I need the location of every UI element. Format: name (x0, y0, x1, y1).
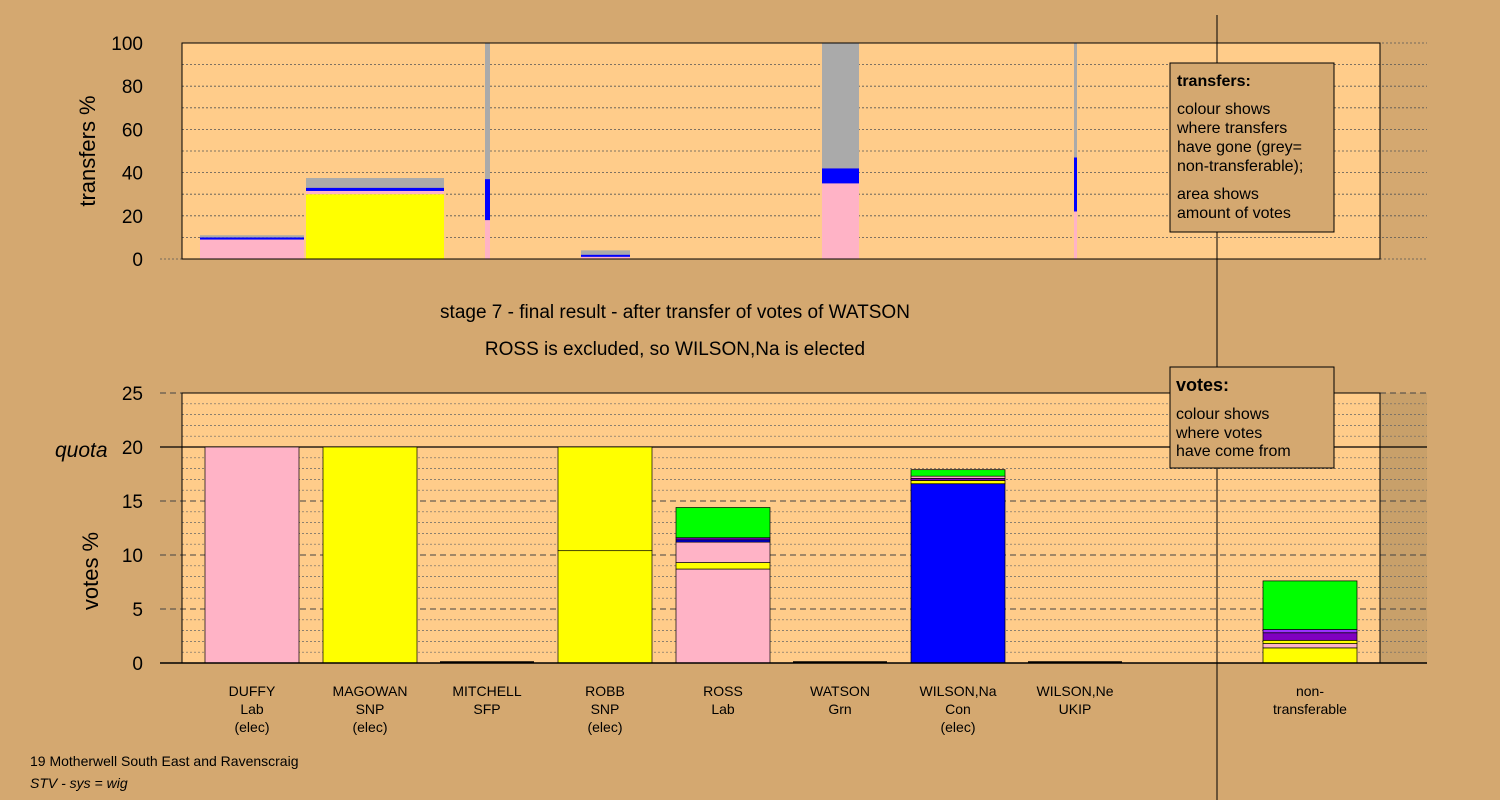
transfer-segment (485, 179, 490, 221)
transfers-y-tick-label: 20 (122, 207, 143, 228)
transfers-legend-line: area shows (1177, 186, 1259, 203)
candidate-label: Con (945, 701, 971, 717)
candidate-label: (elec) (234, 719, 269, 735)
transfers-legend-line: where transfers (1176, 120, 1287, 137)
candidate-label: DUFFY (229, 683, 276, 699)
candidate-label: WATSON (810, 683, 870, 699)
transfers-legend-title: transfers: (1177, 73, 1251, 90)
candidate-label: UKIP (1059, 701, 1092, 717)
transfers-y-label: transfers % (75, 95, 100, 206)
votes-legend-box (1169, 366, 1335, 469)
transfer-segment (822, 43, 859, 169)
vote-segment (1262, 643, 1358, 649)
candidate-label: WILSON,Ne (1036, 683, 1113, 699)
transfer-segment (485, 43, 490, 180)
votes-panel: 0 5 10 15 20 25 quota votes % DUFFY Lab (elec) M… (55, 384, 1427, 735)
transfers-plot-frame (181, 42, 1381, 260)
transfers-legend-line: amount of votes (1177, 205, 1291, 222)
transfer-segment (581, 254, 630, 257)
vote-segment (1262, 629, 1358, 634)
candidate-label: WILSON,Na (919, 683, 996, 699)
candidate-label: (elec) (587, 719, 622, 735)
candidate-label: SNP (591, 701, 620, 717)
constituency-label: 19 Motherwell South East and Ravenscraig (30, 753, 298, 769)
votes-y-tick-label: 25 (122, 384, 143, 405)
result-subtitle: ROSS is excluded, so WILSON,Na is electe… (485, 339, 865, 360)
votes-plot-right-margin (1380, 393, 1427, 663)
candidate-label: (elec) (940, 719, 975, 735)
votes-y-tick-label: 10 (122, 546, 143, 567)
votes-legend-title: votes: (1176, 375, 1229, 395)
votes-legend: votes: colour shows where votes have com… (1169, 366, 1335, 469)
candidate-label: ROSS (703, 683, 743, 699)
transfer-segment (1074, 157, 1077, 212)
candidate-label: MAGOWAN (333, 683, 408, 699)
vote-segment (675, 507, 771, 539)
candidate-label: SFP (473, 701, 500, 717)
transfer-segment (822, 183, 859, 259)
vote-segment (910, 480, 1006, 485)
nontransferable-label: non- (1296, 683, 1324, 699)
transfers-y-tick-label: 0 (132, 250, 143, 271)
vote-segment (557, 446, 653, 552)
candidate-label: SNP (356, 701, 385, 717)
votes-y-tick-label: 5 (132, 600, 143, 621)
transfers-legend-line: have gone (grey= (1177, 139, 1302, 156)
transfers-y-tick-label: 80 (122, 77, 143, 98)
transfer-segment (306, 190, 444, 195)
vote-segment (557, 550, 653, 664)
candidate-label: Lab (711, 701, 735, 717)
nontransferable-label: transferable (1273, 701, 1347, 717)
vote-segment (910, 483, 1006, 664)
transfers-legend-line: non-transferable); (1177, 158, 1303, 175)
transfer-segment (306, 178, 444, 188)
votes-y-tick-label: 20 (122, 438, 143, 459)
vote-segment (1262, 639, 1358, 644)
transfer-segment (1074, 211, 1077, 259)
vote-segment (1262, 632, 1358, 641)
stage-title: stage 7 - final result - after transfer … (440, 302, 910, 323)
transfer-segment (200, 239, 304, 259)
transfer-segment (1074, 43, 1077, 158)
vote-segment (675, 562, 771, 570)
candidate-label: Grn (828, 701, 851, 717)
candidate-label: Lab (240, 701, 264, 717)
candidate-label: MITCHELL (452, 683, 521, 699)
vote-segment (675, 541, 771, 563)
transfers-y-tick-label: 100 (111, 34, 143, 55)
transfer-segment (306, 194, 444, 259)
candidate-label: (elec) (352, 719, 387, 735)
vote-segment (675, 568, 771, 664)
transfer-segment (485, 220, 490, 259)
votes-y-tick-label: 0 (132, 654, 143, 675)
transfer-segment (822, 168, 859, 184)
transfers-legend-box (1169, 62, 1335, 233)
transfers-legend: transfers: colour shows where transfers … (1169, 62, 1335, 233)
vote-segment (204, 446, 300, 664)
transfers-legend-line: colour shows (1177, 101, 1270, 118)
transfer-segment (581, 250, 630, 255)
votes-legend-line: where votes (1175, 425, 1262, 442)
transfer-segment (200, 235, 304, 238)
transfer-segment (200, 237, 304, 240)
votes-y-label: votes % (78, 532, 103, 610)
candidate-label: ROBB (585, 683, 625, 699)
votes-legend-line: colour shows (1176, 406, 1269, 423)
transfer-segment (581, 256, 630, 259)
vote-segment (1262, 580, 1358, 630)
vote-segment (910, 469, 1006, 477)
vote-segment (322, 446, 418, 664)
transfers-y-tick-label: 60 (122, 120, 143, 141)
votes-y-tick-label: 15 (122, 492, 143, 513)
votes-legend-line: have come from (1176, 443, 1291, 460)
transfer-segment (306, 187, 444, 191)
quota-label: quota (55, 439, 108, 462)
system-label: STV - sys = wig (30, 775, 128, 791)
transfers-y-tick-label: 40 (122, 164, 143, 185)
vote-segment (1262, 647, 1358, 664)
